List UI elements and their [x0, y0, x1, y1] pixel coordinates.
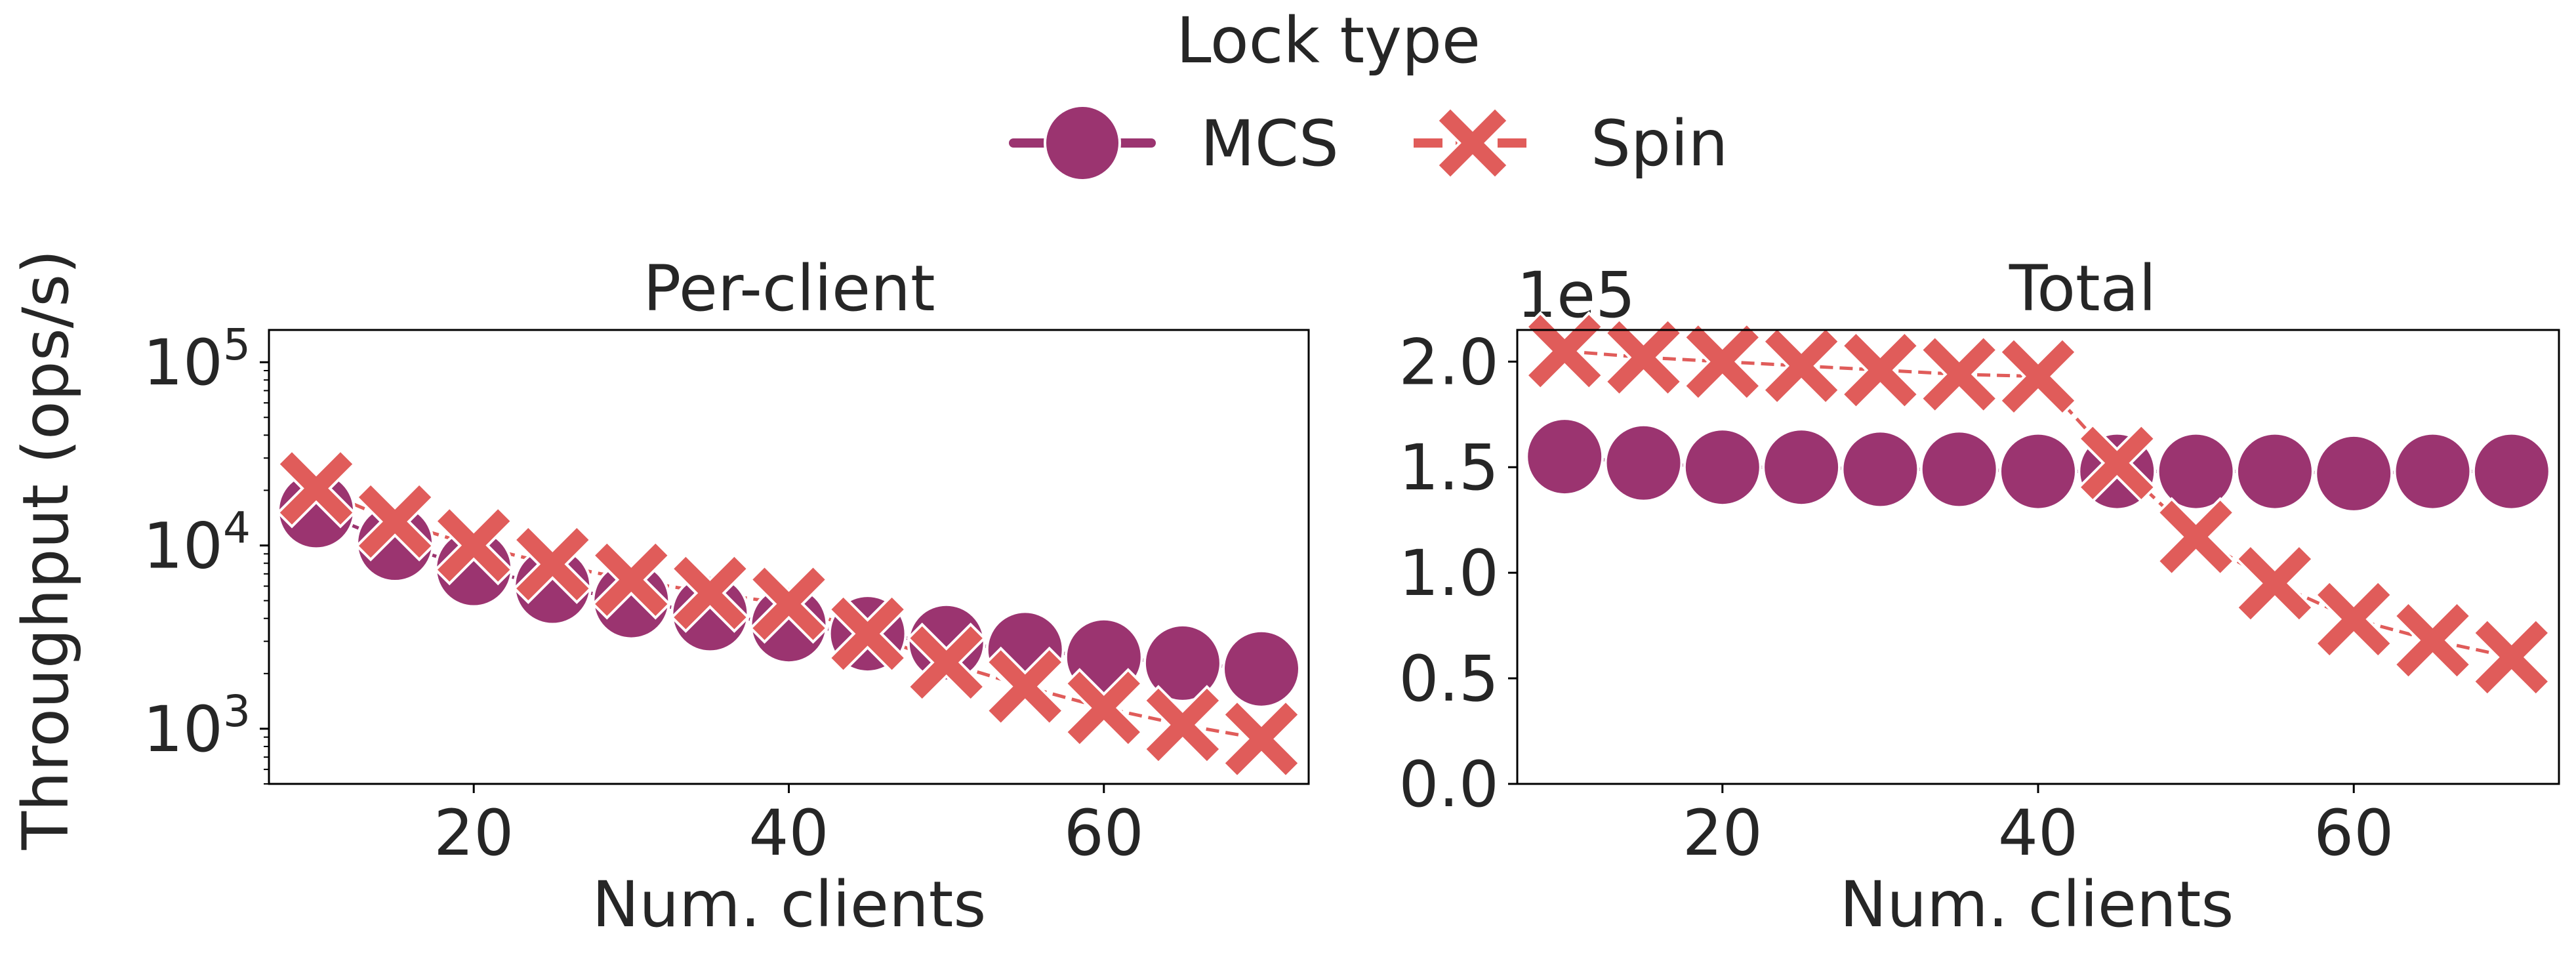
legend-spin-label: Spin — [1591, 107, 1728, 180]
legend-spin-marker — [1435, 106, 1510, 180]
per-client-x-tick-label: 60 — [1064, 796, 1144, 870]
per-client-spin-point — [1063, 668, 1144, 748]
total-y-ticks: 0.0 0.5 1.0 1.5 2.0 — [1399, 325, 1517, 821]
per-client-x-tick-label: 40 — [748, 796, 828, 870]
per-client-spin-point — [1221, 699, 1301, 779]
per-client-spin-point — [985, 646, 1065, 727]
total-y-tick-label: 1.5 — [1399, 431, 1499, 504]
y-axis-label: Throughput (ops/s) — [9, 249, 83, 850]
total-x-tick-label: 40 — [1998, 796, 2078, 870]
per-client-spin-point — [748, 563, 829, 644]
total-spin-point — [2156, 497, 2236, 577]
total-y-tick-label: 0.0 — [1399, 748, 1499, 821]
total-mcs-point — [2393, 432, 2472, 511]
legend: Lock type MCS Spin — [1009, 4, 1728, 182]
per-client-mcs-point — [1143, 623, 1222, 703]
per-client-mcs-point — [592, 561, 671, 640]
total-spin-point — [2314, 579, 2394, 659]
total-x-axis-label: Num. clients — [1840, 868, 2234, 941]
legend-title: Lock type — [1176, 4, 1481, 77]
total-x-tick-label: 60 — [2314, 796, 2394, 870]
total-x-ticks: 20 40 60 — [1683, 784, 2394, 870]
per-client-spin-point — [670, 553, 750, 633]
per-client-x-tick-label: 20 — [434, 796, 514, 870]
legend-mcs-marker — [1044, 104, 1121, 182]
total-mcs-point — [1762, 428, 1841, 507]
per-client-mcs-point — [277, 471, 356, 550]
total-spin-point — [1524, 311, 1605, 392]
legend-entry-spin[interactable]: Spin — [1414, 106, 1728, 180]
per-client-spin-point — [355, 481, 435, 562]
legend-entry-mcs[interactable]: MCS — [1009, 104, 1339, 182]
total-spin-point — [2235, 543, 2315, 624]
total-spin-point — [1919, 334, 1999, 415]
per-client-spin-point — [512, 524, 593, 604]
per-client-x-axis-label: Num. clients — [592, 868, 987, 941]
per-client-mcs-point — [749, 585, 828, 665]
per-client-mcs-point — [907, 603, 986, 682]
per-client-spin-point — [906, 623, 987, 703]
panel-title-per-client: Per-client — [643, 252, 935, 325]
per-client-mcs-point — [670, 574, 750, 653]
total-spin-point — [2077, 422, 2157, 503]
total-x-tick-label: 20 — [1683, 796, 1763, 870]
per-client-y-tick-label: 103 — [143, 686, 251, 766]
total-mcs-point — [2235, 432, 2314, 511]
total-spin-point — [2392, 600, 2473, 680]
panel-total: Total 1e5 20 40 60 0.00.51.01.52.0 Num. cl… — [1399, 252, 2560, 941]
total-markers — [1524, 311, 2552, 697]
per-client-spin-point — [1143, 685, 1223, 765]
total-spin-point — [2471, 617, 2552, 697]
panel-per-client: Per-client 20 40 60 103 104 105 Num. clients — [143, 252, 1310, 941]
total-mcs-point — [2314, 434, 2394, 513]
per-client-spin-point — [827, 594, 908, 674]
total-mcs-point — [2472, 432, 2551, 511]
per-client-mcs-point — [513, 546, 592, 626]
per-client-mcs-point — [356, 504, 435, 583]
total-mcs-point — [1683, 428, 1762, 507]
per-client-markers — [276, 448, 1301, 779]
total-spin-point — [1682, 321, 1763, 402]
total-spin-point — [1840, 330, 1921, 411]
per-client-spin-point — [276, 448, 356, 529]
per-client-y-tick-label: 105 — [143, 319, 251, 399]
total-mcs-point — [1604, 423, 1683, 502]
total-spin-point — [1603, 317, 1684, 398]
total-mcs-point — [1841, 430, 1920, 509]
total-spin-point — [1998, 336, 2078, 417]
total-mcs-point — [1919, 430, 1999, 509]
panel-title-total: Total — [2009, 252, 2156, 325]
total-mcs-point — [2156, 432, 2236, 511]
total-spin-point — [1761, 325, 1841, 406]
total-y-tick-label: 2.0 — [1399, 325, 1499, 399]
total-mcs-point — [1999, 432, 2077, 511]
total-plot-frame — [1516, 329, 2560, 785]
total-y-tick-label: 0.5 — [1399, 642, 1499, 716]
total-mcs-point — [1525, 417, 1605, 497]
per-client-spin-point — [591, 539, 672, 620]
legend-mcs-label: MCS — [1200, 107, 1339, 180]
per-client-x-ticks: 20 40 60 — [434, 784, 1144, 870]
total-y-tick-label: 1.0 — [1399, 537, 1499, 610]
per-client-y-ticks: 103 104 105 — [143, 319, 269, 785]
per-client-y-tick-label: 104 — [143, 503, 251, 583]
per-client-spin-point — [434, 505, 514, 586]
per-client-mcs-point — [1222, 629, 1301, 708]
